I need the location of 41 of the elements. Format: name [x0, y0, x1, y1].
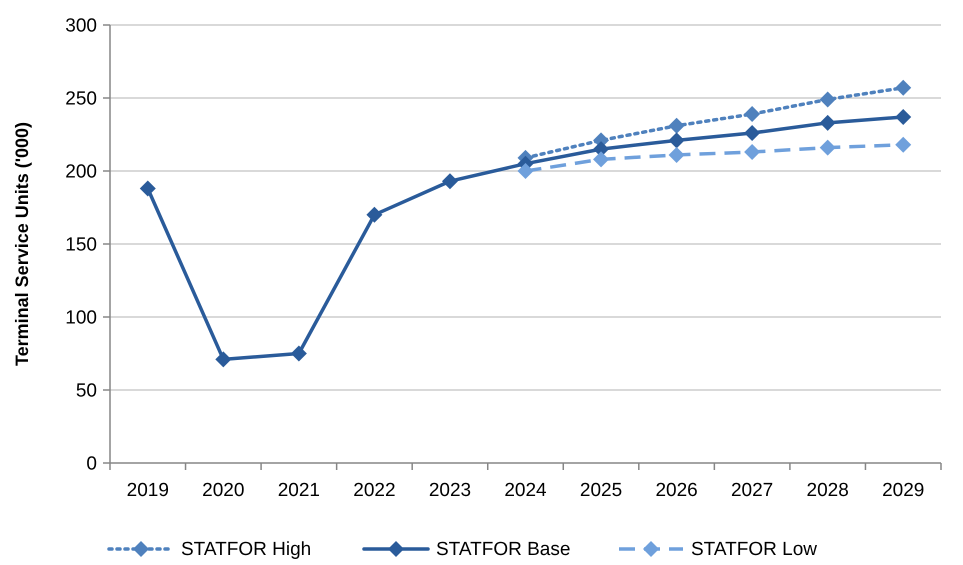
x-tick-label: 2029 — [882, 480, 924, 501]
point — [895, 80, 912, 96]
point — [744, 125, 760, 142]
legend-label: STATFOR High — [181, 539, 312, 560]
point — [442, 173, 458, 190]
x-tick-label: 2028 — [806, 480, 849, 501]
y-tick-label: 300 — [65, 16, 97, 37]
legend-label: STATFOR Base — [436, 539, 570, 560]
point — [895, 136, 912, 153]
point — [820, 91, 836, 108]
x-tick-label: 2025 — [580, 480, 622, 501]
point — [290, 346, 307, 362]
x-tick-label: 2027 — [730, 480, 774, 501]
legend-label: STATFOR Low — [691, 539, 818, 560]
y-tick-label: 100 — [65, 308, 97, 329]
x-tick-label: 2026 — [655, 480, 698, 501]
point — [668, 132, 685, 148]
point — [215, 351, 232, 368]
point — [744, 106, 760, 122]
y-tick-label: 200 — [65, 162, 97, 183]
y-tick-label: 0 — [86, 454, 97, 475]
point — [593, 151, 610, 168]
point — [366, 206, 382, 223]
x-tick-label: 2020 — [202, 480, 244, 501]
point — [820, 140, 836, 156]
y-axis-title: Terminal Service Units ('000) — [12, 122, 32, 366]
y-tick-label: 50 — [76, 380, 97, 402]
x-tick-label: 2021 — [278, 480, 320, 501]
point — [140, 180, 156, 197]
point — [518, 163, 534, 179]
point — [820, 114, 836, 131]
point — [744, 144, 760, 160]
y-tick-label: 150 — [65, 234, 97, 256]
x-tick-label: 2023 — [428, 480, 472, 501]
y-tick-label: 250 — [65, 88, 97, 110]
x-tick-label: 2022 — [353, 480, 396, 501]
point — [668, 146, 685, 163]
point — [895, 108, 912, 125]
point — [668, 118, 685, 134]
x-tick-label: 2019 — [126, 480, 169, 501]
x-tick-label: 2024 — [504, 480, 548, 501]
